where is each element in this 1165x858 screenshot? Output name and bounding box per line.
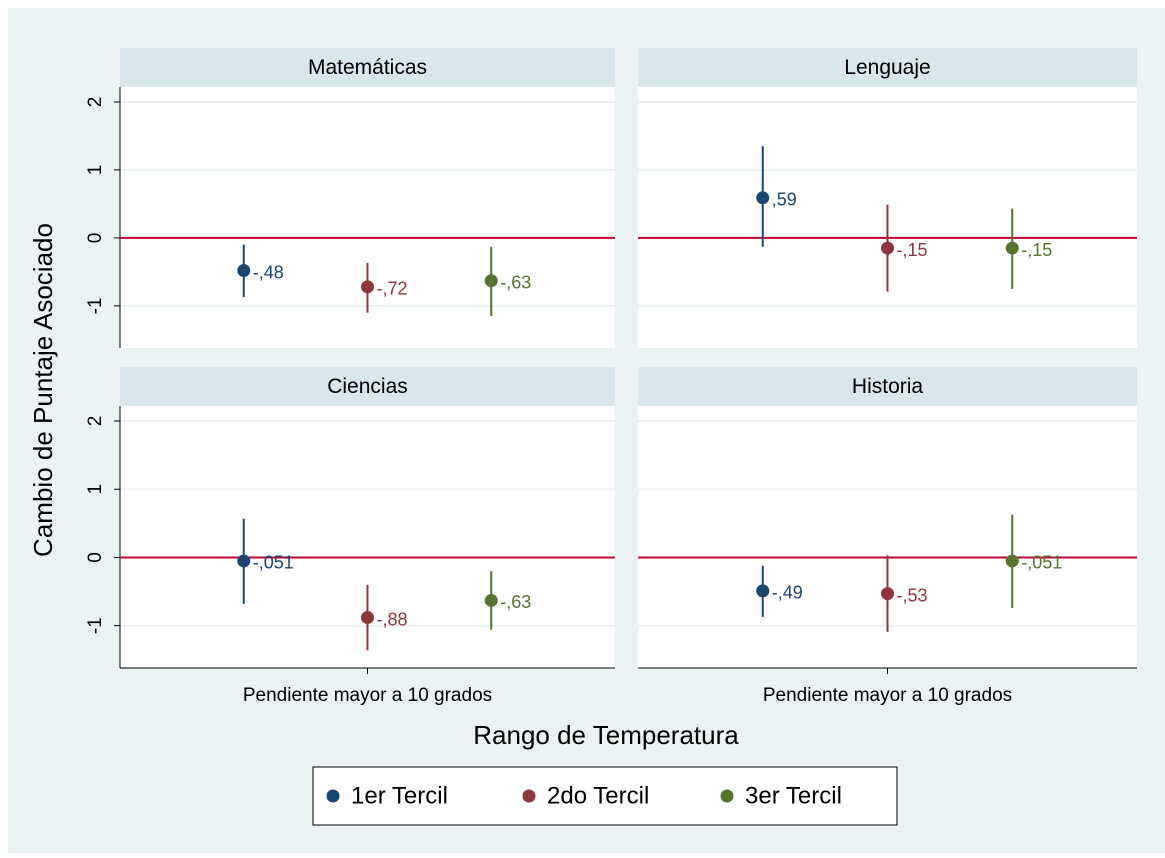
legend-label: 2do Tercil (547, 782, 649, 809)
point-estimate (484, 274, 498, 288)
legend-label: 3er Tercil (745, 782, 842, 809)
point-estimate (484, 593, 498, 607)
panel-title-strip (638, 367, 1137, 406)
y-tick-label: 1 (85, 165, 106, 176)
x-tick-label: Pendiente mayor a 10 grados (763, 685, 1012, 706)
legend-label: 1er Tercil (351, 782, 448, 809)
x-axis-label: Rango de Temperatura (473, 720, 739, 750)
point-estimate (881, 587, 894, 601)
y-tick-label: -1 (85, 617, 106, 634)
value-label: -,15 (1021, 240, 1052, 260)
panel-title-strip (120, 367, 615, 406)
y-tick-label: 2 (85, 97, 106, 108)
y-axis-label: Cambio de Puntaje Asociado (28, 223, 58, 557)
y-tick-label: 2 (85, 416, 106, 427)
panel-title: Ciencias (327, 375, 408, 398)
panel-title: Matemáticas (308, 56, 427, 79)
point-estimate (1005, 241, 1019, 255)
value-label: ,59 (772, 190, 797, 210)
panel-title: Lenguaje (844, 56, 930, 79)
point-estimate (756, 191, 770, 205)
y-tick-label: 0 (85, 233, 106, 244)
y-tick-label: 0 (85, 552, 106, 563)
value-label: -,051 (1021, 553, 1062, 573)
value-label: -,63 (500, 592, 531, 612)
value-label: -,051 (253, 553, 294, 573)
y-tick-label: 1 (85, 484, 106, 495)
point-estimate (237, 264, 251, 278)
value-label: -,53 (897, 585, 928, 605)
value-label: -,49 (772, 583, 803, 603)
point-estimate (756, 584, 770, 598)
value-label: -,15 (897, 240, 928, 260)
value-label: -,72 (377, 279, 408, 299)
legend-marker (720, 789, 734, 803)
legend-marker (522, 789, 536, 803)
value-label: -,63 (500, 272, 531, 292)
point-estimate (361, 280, 374, 294)
x-tick-label: Pendiente mayor a 10 grados (243, 685, 492, 706)
panel-title-strip (638, 48, 1137, 87)
point-estimate (237, 554, 251, 568)
point-estimate (1005, 554, 1019, 568)
panel-title-strip (120, 48, 615, 87)
legend-marker (326, 789, 340, 803)
point-estimate (361, 611, 374, 625)
point-estimate (881, 241, 894, 255)
legend-box (312, 766, 898, 826)
value-label: -,48 (253, 262, 284, 282)
panel-title: Historia (852, 375, 924, 398)
y-tick-label: -1 (85, 297, 106, 314)
value-label: -,88 (377, 609, 408, 629)
